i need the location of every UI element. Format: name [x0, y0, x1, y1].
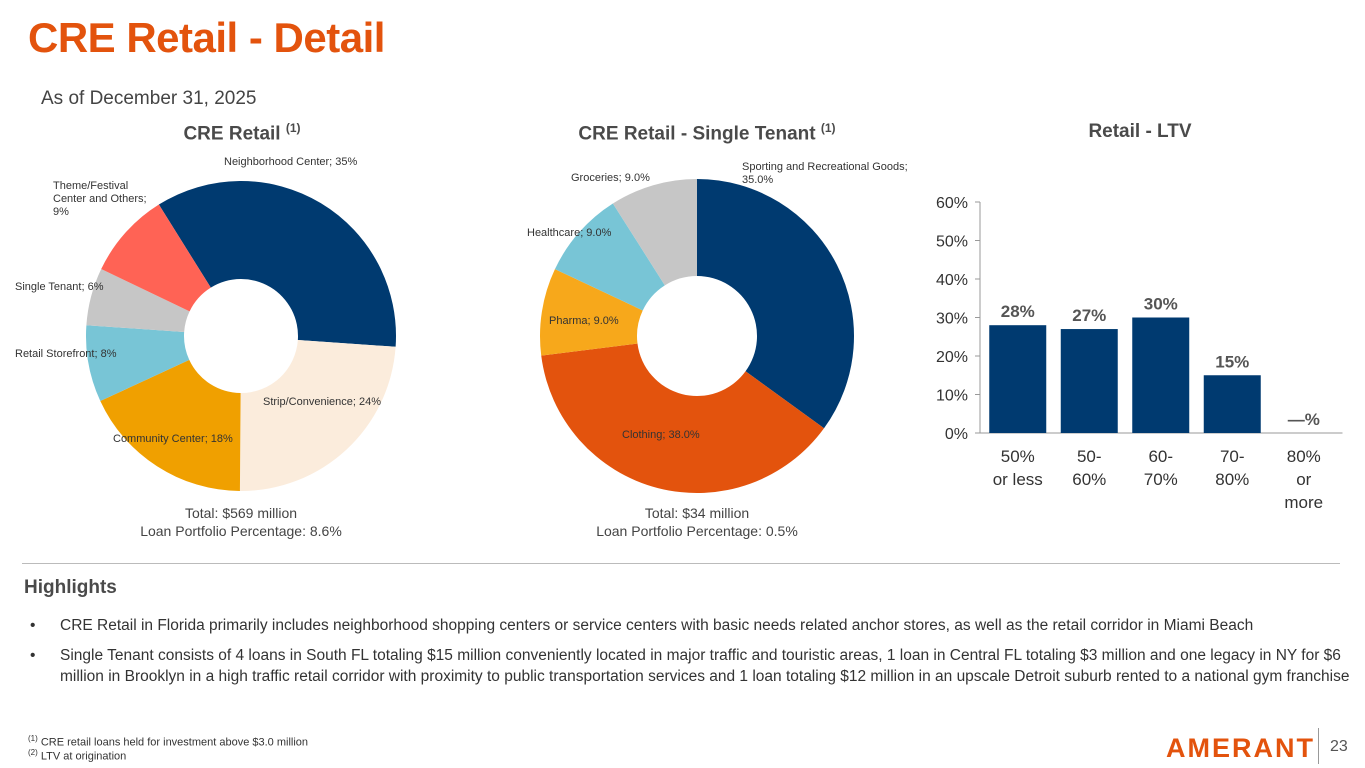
slice-label: Healthcare; 9.0% — [527, 227, 612, 239]
pie-slice — [541, 343, 825, 493]
bar-data-label: 28% — [1001, 302, 1035, 321]
y-tick-label: 40% — [936, 272, 968, 289]
bar — [1203, 375, 1261, 433]
bar-data-label: 15% — [1215, 352, 1249, 371]
total: Total: $34 million — [644, 505, 750, 521]
x-tick-label: 50% — [1001, 447, 1035, 466]
portfolio-percentage: Loan Portfolio Percentage: 0.5% — [596, 523, 798, 539]
slice-label: Sporting and Recreational Goods; 35.0% — [742, 161, 908, 186]
amerant-logo: AMERANT — [1166, 733, 1315, 763]
as-of-date: As of December 31, 2025 — [41, 88, 257, 109]
y-tick-label: 10% — [936, 388, 968, 405]
portfolio-percentage: Loan Portfolio Percentage: 8.6% — [140, 523, 342, 539]
x-tick-label: or — [1296, 470, 1311, 489]
bar-data-label: —% — [1288, 410, 1320, 429]
slice-label: Theme/Festival Center and Others; 9% — [53, 180, 147, 218]
chart-title-ltv: Retail - LTV — [1088, 121, 1192, 142]
title-note: (1) — [285, 121, 301, 135]
pie-slice — [86, 325, 190, 402]
x-tick-label: more — [1284, 493, 1323, 512]
title-text: CRE Retail - Single Tenant — [578, 123, 816, 145]
slice-label: Single Tenant; 6% — [15, 281, 104, 293]
pie-slice — [101, 204, 211, 312]
highlight-text: CRE Retail in Florida primarily includes… — [60, 617, 1254, 634]
highlight-item: • Single Tenant consists of 4 loans in So… — [30, 645, 1365, 687]
bar — [989, 325, 1047, 433]
bar — [1060, 329, 1118, 433]
footnote-mark: (2) — [28, 748, 38, 757]
slice-label: Strip/Convenience; 24% — [263, 396, 382, 408]
chart-title-cre-retail: CRE Retail (1) — [62, 121, 422, 145]
bar — [1132, 317, 1190, 433]
divider — [1318, 728, 1319, 764]
bar-data-label: 30% — [1144, 295, 1178, 314]
x-tick-label: 80% — [1215, 470, 1249, 489]
page-title: CRE Retail - Detail — [28, 14, 385, 61]
title-note: (1) — [820, 121, 836, 135]
pie-slice — [86, 269, 190, 333]
y-tick-label: 60% — [936, 195, 968, 212]
highlight-item: • CRE Retail in Florida primarily include… — [30, 615, 1365, 636]
slice-label: Neighborhood Center; 35% — [224, 156, 358, 168]
y-tick-label: 0% — [945, 426, 968, 443]
x-tick-label: 80% — [1287, 447, 1321, 466]
footnote: (1) CRE retail loans held for investment… — [28, 734, 308, 749]
highlights-title: Highlights — [24, 577, 117, 598]
slice-label: Retail Storefront; 8% — [15, 348, 117, 360]
chart-title-single-tenant: CRE Retail - Single Tenant (1) — [527, 121, 887, 145]
pie-slice — [158, 181, 397, 347]
x-tick-label: or less — [993, 470, 1043, 489]
page-number: 23 — [1330, 738, 1348, 755]
footnote-mark: (1) — [28, 734, 38, 743]
x-tick-label: 70% — [1144, 470, 1178, 489]
footnote-text: CRE retail loans held for investment abo… — [40, 736, 309, 749]
total: Total: $569 million — [184, 505, 298, 521]
pie-slice — [239, 339, 396, 491]
charts-canvas: 0% 10% 20% 30% 40% 50% 60% 28% 50% or less 27% 50- 6… — [86, 179, 1343, 512]
bar-data-label: 27% — [1072, 306, 1106, 325]
slice-label: Community Center; 18% — [113, 433, 233, 445]
title-text: CRE Retail — [183, 123, 281, 145]
pie-slice — [100, 359, 241, 491]
x-tick-label: 60% — [1072, 470, 1106, 489]
pie-slice — [540, 269, 643, 356]
x-tick-label: 70- — [1220, 447, 1245, 466]
slice-label: Pharma; 9.0% — [549, 315, 619, 327]
footnote-text: LTV at origination — [40, 750, 127, 763]
x-tick-label: 60- — [1148, 447, 1173, 466]
pie-slice — [612, 179, 697, 286]
divider — [22, 563, 1340, 564]
bullet-icon: • — [30, 647, 36, 664]
slice-label: Clothing; 38.0% — [622, 429, 700, 441]
y-tick-label: 30% — [936, 311, 968, 328]
footnote: (2) LTV at origination — [28, 748, 126, 763]
x-tick-label: 50- — [1077, 447, 1102, 466]
pie-slice — [697, 179, 854, 429]
highlight-text: Single Tenant consists of 4 loans in Sou… — [60, 647, 1350, 685]
pie-slice — [554, 203, 665, 311]
slice-label: Groceries; 9.0% — [571, 172, 650, 184]
y-tick-label: 20% — [936, 349, 968, 366]
bullet-icon: • — [30, 617, 36, 634]
y-tick-label: 50% — [936, 234, 968, 251]
